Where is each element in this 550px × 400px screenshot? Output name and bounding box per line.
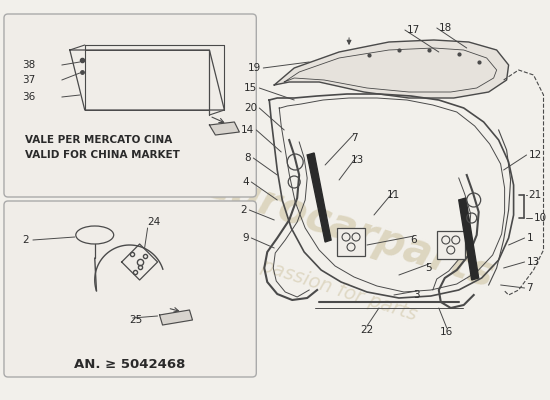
- Text: 14: 14: [241, 125, 254, 135]
- Polygon shape: [274, 40, 509, 98]
- Text: 18: 18: [439, 23, 452, 33]
- Text: 38: 38: [22, 60, 35, 70]
- Text: 15: 15: [244, 83, 257, 93]
- Text: VALID FOR CHINA MARKET: VALID FOR CHINA MARKET: [25, 150, 180, 160]
- Text: 25: 25: [130, 315, 143, 325]
- Text: AN. ≥ 5042468: AN. ≥ 5042468: [74, 358, 185, 372]
- Text: 24: 24: [147, 217, 161, 227]
- Text: passion for parts: passion for parts: [258, 256, 420, 324]
- Text: 2: 2: [22, 235, 29, 245]
- Bar: [85, 50, 210, 110]
- Text: 12: 12: [529, 150, 542, 160]
- Text: 7: 7: [526, 283, 533, 293]
- Text: eurocarparts: eurocarparts: [199, 163, 500, 297]
- Text: 22: 22: [360, 325, 373, 335]
- Text: 5: 5: [426, 263, 432, 273]
- Text: 10: 10: [534, 213, 547, 223]
- Text: 1: 1: [526, 233, 533, 243]
- Text: 16: 16: [440, 327, 453, 337]
- Polygon shape: [160, 310, 192, 325]
- Polygon shape: [459, 198, 478, 280]
- Text: 20: 20: [244, 103, 257, 113]
- Text: 37: 37: [22, 75, 35, 85]
- Text: 6: 6: [410, 235, 417, 245]
- Text: 9: 9: [243, 233, 249, 243]
- Text: 13: 13: [526, 257, 540, 267]
- FancyBboxPatch shape: [4, 14, 256, 197]
- Text: 13: 13: [350, 155, 364, 165]
- Text: 4: 4: [243, 177, 249, 187]
- Text: 19: 19: [248, 63, 261, 73]
- Text: VALE PER MERCATO CINA: VALE PER MERCATO CINA: [25, 135, 172, 145]
- Text: 17: 17: [407, 25, 420, 35]
- Text: 2: 2: [241, 205, 248, 215]
- Bar: [437, 231, 465, 259]
- Polygon shape: [210, 122, 239, 135]
- Text: 36: 36: [22, 92, 35, 102]
- Text: 3: 3: [414, 290, 420, 300]
- Text: 21: 21: [529, 190, 542, 200]
- FancyBboxPatch shape: [4, 201, 256, 377]
- Text: 11: 11: [387, 190, 400, 200]
- Polygon shape: [307, 153, 331, 242]
- Text: 8: 8: [245, 153, 251, 163]
- Bar: [337, 228, 365, 256]
- Text: 7: 7: [351, 133, 358, 143]
